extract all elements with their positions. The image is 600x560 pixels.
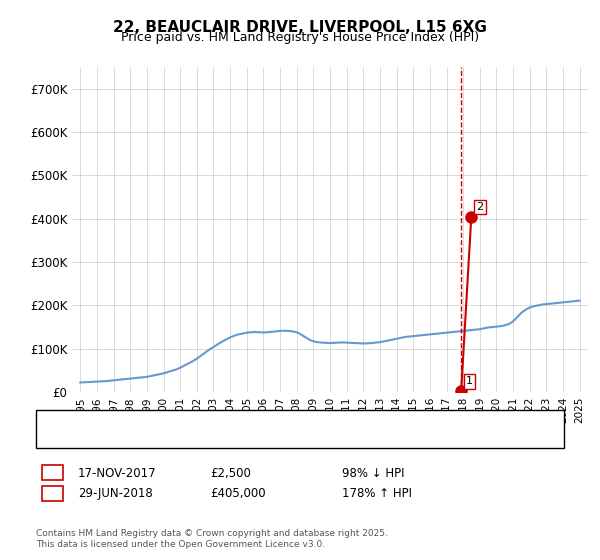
Text: 17-NOV-2017: 17-NOV-2017 <box>78 466 157 480</box>
Text: £2,500: £2,500 <box>210 466 251 480</box>
Text: HPI: Average price, semi-detached house, Liverpool: HPI: Average price, semi-detached house,… <box>90 435 359 445</box>
Text: 29-JUN-2018: 29-JUN-2018 <box>78 487 153 501</box>
Text: Contains HM Land Registry data © Crown copyright and database right 2025.
This d: Contains HM Land Registry data © Crown c… <box>36 529 388 549</box>
Text: 98% ↓ HPI: 98% ↓ HPI <box>342 466 404 480</box>
Text: 1: 1 <box>48 466 57 480</box>
Text: 2: 2 <box>476 202 484 212</box>
Text: 178% ↑ HPI: 178% ↑ HPI <box>342 487 412 501</box>
Text: 22, BEAUCLAIR DRIVE, LIVERPOOL, L15 6XG (semi-detached house): 22, BEAUCLAIR DRIVE, LIVERPOOL, L15 6XG … <box>90 412 443 422</box>
Text: 22, BEAUCLAIR DRIVE, LIVERPOOL, L15 6XG: 22, BEAUCLAIR DRIVE, LIVERPOOL, L15 6XG <box>113 20 487 35</box>
Text: £405,000: £405,000 <box>210 487 266 501</box>
Text: Price paid vs. HM Land Registry's House Price Index (HPI): Price paid vs. HM Land Registry's House … <box>121 31 479 44</box>
Text: 1: 1 <box>466 376 473 386</box>
Text: 2: 2 <box>48 487 57 501</box>
